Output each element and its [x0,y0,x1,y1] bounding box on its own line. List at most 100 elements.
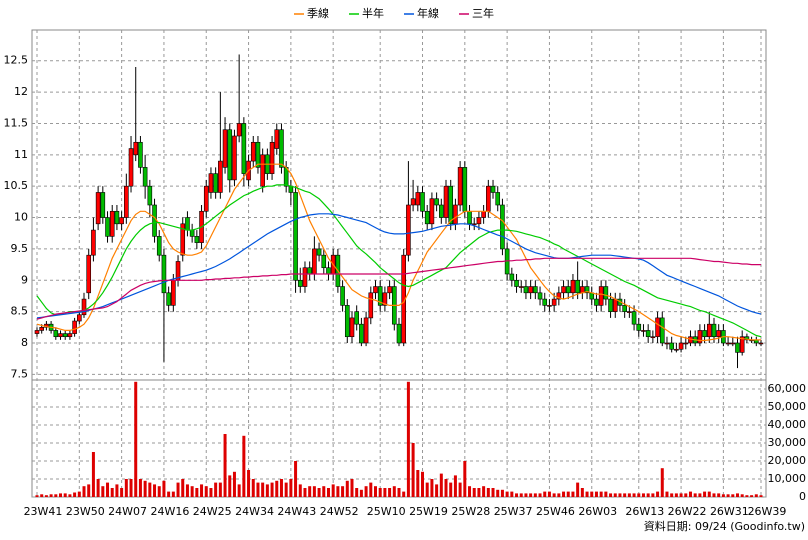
ma-line [36,184,762,338]
candle-body [218,160,223,193]
x-tick-label: 26W31 [710,505,749,518]
volume-bar [49,494,53,497]
candle-body [208,173,214,193]
candle-body [39,327,45,331]
annotation: 資料日期: 09/24 (Goodinfo.tw) [644,519,805,533]
candle-body [509,273,515,281]
candle-body [227,129,233,181]
candle-body [156,236,162,256]
volume-bar [153,484,157,497]
volume-bar [218,482,222,497]
candle-body [467,210,472,225]
ma-line [36,213,762,319]
volume-bar [646,493,650,497]
candle-body [382,292,388,306]
volume-bar [209,488,213,497]
volume-bar [91,452,95,497]
candle-body [415,192,421,206]
volume-bar [750,495,754,497]
candle-body [100,192,106,218]
volume-bar [77,491,81,497]
volume-bar [223,434,227,497]
candle-body [608,298,613,312]
y2-tick-label: 40,000 [768,418,807,431]
x-tick-label: 25W10 [367,505,406,518]
candle-body [185,217,190,231]
candle-body [476,217,482,225]
volume-bar [265,484,269,497]
y-tick-label: 12 [14,85,28,98]
candle-body [354,311,359,325]
candle-body [180,223,186,256]
candle-body [716,330,721,338]
candle-body [152,204,157,237]
y-tick-label: 12.5 [4,54,29,67]
x-tick-label: 25W37 [494,505,533,518]
candle-body [537,292,543,300]
volume-bar [674,493,678,497]
volume-bar [745,495,749,497]
candle-body [189,229,195,237]
volume-bar [543,491,547,497]
volume-bar [491,488,495,497]
y-tick-label: 9 [21,273,28,286]
volume-bar [87,484,91,497]
volume-bar [162,480,166,497]
volume-bar [425,482,429,497]
candle-body [72,320,77,334]
candle-body [453,204,458,225]
y-tick-label: 8.5 [11,305,29,318]
volume-bar [54,494,58,497]
candle-body [138,141,143,168]
volume-bar [383,488,387,497]
candle-body [655,317,660,338]
candle-body [523,286,529,294]
volume-bar [167,491,171,497]
volume-bar [740,494,744,497]
volume-bar [185,484,189,497]
volume-bar [373,486,377,497]
y2-tick-label: 0 [799,490,806,503]
volume-bar [388,488,392,497]
volume-bar [670,493,674,497]
y2-tick-label: 20,000 [768,454,807,467]
candle-body [316,248,322,256]
volume-bar [331,484,335,497]
volume-bar [472,488,476,497]
candle-body [34,330,40,334]
candle-body [396,323,402,344]
volume-bar [618,493,622,497]
y2-tick-label: 10,000 [768,472,807,485]
volume-bar [214,482,218,497]
volume-bar [731,494,735,497]
candle-body [542,298,548,306]
volume-bar [242,435,246,497]
x-tick-label: 25W46 [536,505,575,518]
candle-body [312,248,317,275]
candle-body [533,286,538,294]
candle-body [133,141,139,156]
volume-bar [110,488,114,497]
candle-body [598,286,604,306]
candle-body [570,279,576,294]
volume-bar [181,479,185,497]
candle-body [697,330,703,344]
volume-bar [510,491,514,497]
candle-body [53,330,59,338]
candle-body [622,305,627,312]
y-tick-label: 11 [14,148,28,161]
volume-bar [120,488,124,497]
volume-bar [148,482,152,497]
candle-body [368,292,374,319]
volume-bar [468,486,472,497]
candle-body [481,210,486,218]
volume-bar [585,491,589,497]
candle-body [62,333,68,338]
candle-body [232,135,237,181]
x-tick-label: 24W43 [277,505,316,518]
volume-bar [364,486,368,497]
volume-bar [350,479,354,497]
volume-bar [44,495,48,497]
x-tick-label: 24W52 [320,505,359,518]
volume-bar [477,488,481,497]
